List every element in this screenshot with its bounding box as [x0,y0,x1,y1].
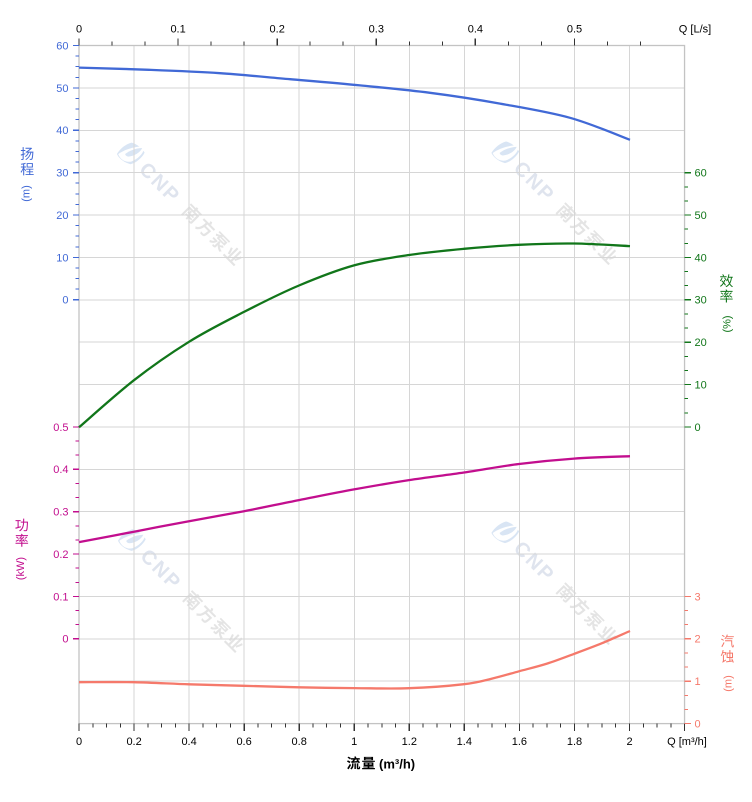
svg-text:1: 1 [695,676,701,688]
svg-text:0.1: 0.1 [53,591,68,603]
svg-text:60: 60 [56,40,68,52]
svg-text:1.2: 1.2 [402,736,417,748]
svg-text:2: 2 [695,634,701,646]
svg-text:0.2: 0.2 [126,736,141,748]
svg-text:0.5: 0.5 [567,24,582,36]
svg-text:0: 0 [695,719,701,731]
svg-text:0.4: 0.4 [468,24,483,36]
svg-text:30: 30 [695,295,707,307]
svg-text:0.3: 0.3 [53,507,68,519]
svg-text:40: 40 [695,252,707,264]
svg-text:60: 60 [695,168,707,180]
svg-text:0.8: 0.8 [292,736,307,748]
svg-text:10: 10 [695,379,707,391]
svg-text:0.4: 0.4 [181,736,196,748]
svg-text:(m): (m) [723,675,735,692]
svg-text:0.2: 0.2 [270,24,285,36]
svg-text:0: 0 [76,736,82,748]
svg-text:30: 30 [56,168,68,180]
svg-text:(kW): (kW) [15,557,27,580]
svg-text:20: 20 [695,337,707,349]
svg-text:0.5: 0.5 [53,422,68,434]
svg-text:50: 50 [56,83,68,95]
svg-text:10: 10 [56,252,68,264]
svg-text:0: 0 [695,422,701,434]
svg-text:20: 20 [56,210,68,222]
svg-text:1: 1 [351,736,357,748]
svg-text:40: 40 [56,125,68,137]
svg-text:1.4: 1.4 [457,736,472,748]
svg-text:0.3: 0.3 [369,24,384,36]
svg-text:1.8: 1.8 [567,736,582,748]
svg-text:3: 3 [695,591,701,603]
svg-text:0.4: 0.4 [53,464,68,476]
svg-text:0: 0 [62,295,68,307]
svg-text:(m): (m) [21,185,33,202]
svg-text:(m³/h): (m³/h) [379,756,415,771]
svg-text:Q [L/s]: Q [L/s] [679,24,711,36]
svg-text:0.6: 0.6 [236,736,251,748]
svg-text:0.1: 0.1 [170,24,185,36]
svg-text:0.2: 0.2 [53,549,68,561]
svg-text:(%): (%) [722,315,734,332]
svg-text:Q [m³/h]: Q [m³/h] [667,736,707,748]
svg-text:1.6: 1.6 [512,736,527,748]
svg-text:2: 2 [626,736,632,748]
svg-text:0: 0 [62,634,68,646]
svg-text:50: 50 [695,210,707,222]
svg-text:0: 0 [76,24,82,36]
